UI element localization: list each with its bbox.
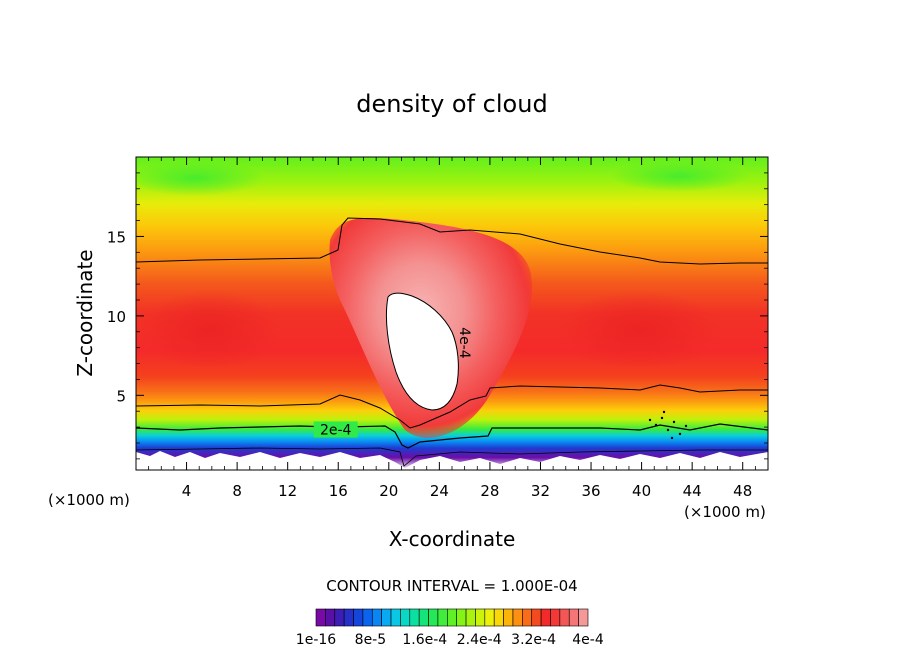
cloud-peak-region	[385, 292, 459, 411]
colorbar-swatch	[315, 608, 326, 627]
x-tick-label: 4	[182, 482, 192, 500]
colorbar-labels: 1e-16 8e-5 1.6e-4 2.4e-4 3.2e-4 4e-4	[296, 632, 604, 648]
colorbar-swatch	[362, 608, 373, 627]
colorbar-swatch	[456, 608, 467, 627]
colorbar-swatch	[353, 608, 364, 627]
colorbar-label: 8e-5	[355, 632, 386, 648]
y-tick-label: 15	[107, 228, 126, 246]
colorbar-swatch	[503, 608, 514, 627]
x-tick-label: 44	[683, 482, 702, 500]
contour-interval-caption: CONTOUR INTERVAL = 1.000E-04	[326, 577, 577, 595]
colorbar-swatch	[493, 608, 504, 627]
colorbar-swatch	[550, 608, 561, 627]
green-region-right	[610, 160, 750, 192]
x-tick-label: 40	[632, 482, 651, 500]
contour-label: 4e-4	[456, 327, 472, 359]
colorbar-swatch	[484, 608, 495, 627]
colorbar-swatch	[325, 608, 336, 627]
near-surface-clear-band	[136, 451, 768, 470]
colorbar-swatch	[475, 608, 486, 627]
colorbar-swatch	[437, 608, 448, 627]
x-tick-label: 48	[733, 482, 752, 500]
colorbar-swatch	[400, 608, 411, 627]
y-axis-label: Z-coordinate	[73, 249, 97, 376]
x-unit-left: (×1000 m)	[48, 491, 130, 509]
colorbar-label: 4e-4	[572, 632, 604, 648]
x-tick-label: 16	[329, 482, 348, 500]
colorbar-swatch	[409, 608, 420, 627]
colorbar-label: 3.2e-4	[511, 632, 556, 648]
x-axis-ticks: 4 8 12 16 20 24 28 32 36 40 44 48	[148, 157, 756, 500]
colorbar-swatch	[381, 608, 392, 627]
colorbar-swatch	[531, 608, 542, 627]
colorbar-swatch	[447, 608, 457, 627]
colorbar-swatch	[512, 608, 523, 627]
y-tick-label: 5	[116, 387, 126, 405]
colorbar-swatch	[540, 608, 551, 627]
colorbar-swatch	[522, 608, 533, 627]
contour-lowest	[136, 447, 768, 467]
colorbar-swatch	[334, 608, 345, 627]
y-axis-ticks: 5 10 15	[107, 172, 768, 460]
colorbar-swatch	[343, 608, 354, 627]
contour-speckles	[648, 410, 688, 440]
x-unit-right: (×1000 m)	[684, 503, 766, 521]
contour-lower-outer	[136, 384, 768, 429]
contour-label-backdrop	[313, 421, 358, 438]
x-tick-label: 36	[581, 482, 600, 500]
colorbar-swatch	[390, 608, 401, 627]
x-axis-label: X-coordinate	[389, 527, 516, 551]
x-tick-label: 8	[232, 482, 242, 500]
colorbar-swatch	[371, 608, 382, 627]
green-region-left	[136, 160, 265, 196]
colorbar-label: 2.4e-4	[457, 632, 502, 648]
dark-red-region-left	[140, 290, 280, 370]
colorbar	[315, 608, 589, 627]
dark-red-region-right	[560, 290, 720, 370]
colorbar-swatch	[418, 608, 429, 627]
x-tick-label: 20	[379, 482, 398, 500]
y-tick-label: 10	[107, 308, 126, 326]
colorbar-swatch	[428, 608, 439, 627]
colorbar-swatch	[578, 608, 589, 627]
x-tick-label: 24	[430, 482, 449, 500]
x-tick-label: 12	[278, 482, 297, 500]
contour-upper	[136, 217, 768, 265]
colorbar-swatch	[559, 608, 570, 627]
x-tick-label: 28	[480, 482, 499, 500]
colorbar-label: 1e-16	[296, 632, 336, 648]
x-tick-label: 32	[531, 482, 550, 500]
colorbar-label: 1.6e-4	[402, 632, 447, 648]
plot-area	[136, 157, 768, 470]
chart-title: density of cloud	[356, 90, 547, 118]
contour-labels: 2e-4 4e-4	[313, 327, 472, 438]
contour-label: 2e-4	[320, 422, 352, 438]
colorbar-swatch	[465, 608, 476, 627]
contour-2e-4	[136, 423, 768, 449]
colorbar-swatch	[568, 608, 579, 627]
